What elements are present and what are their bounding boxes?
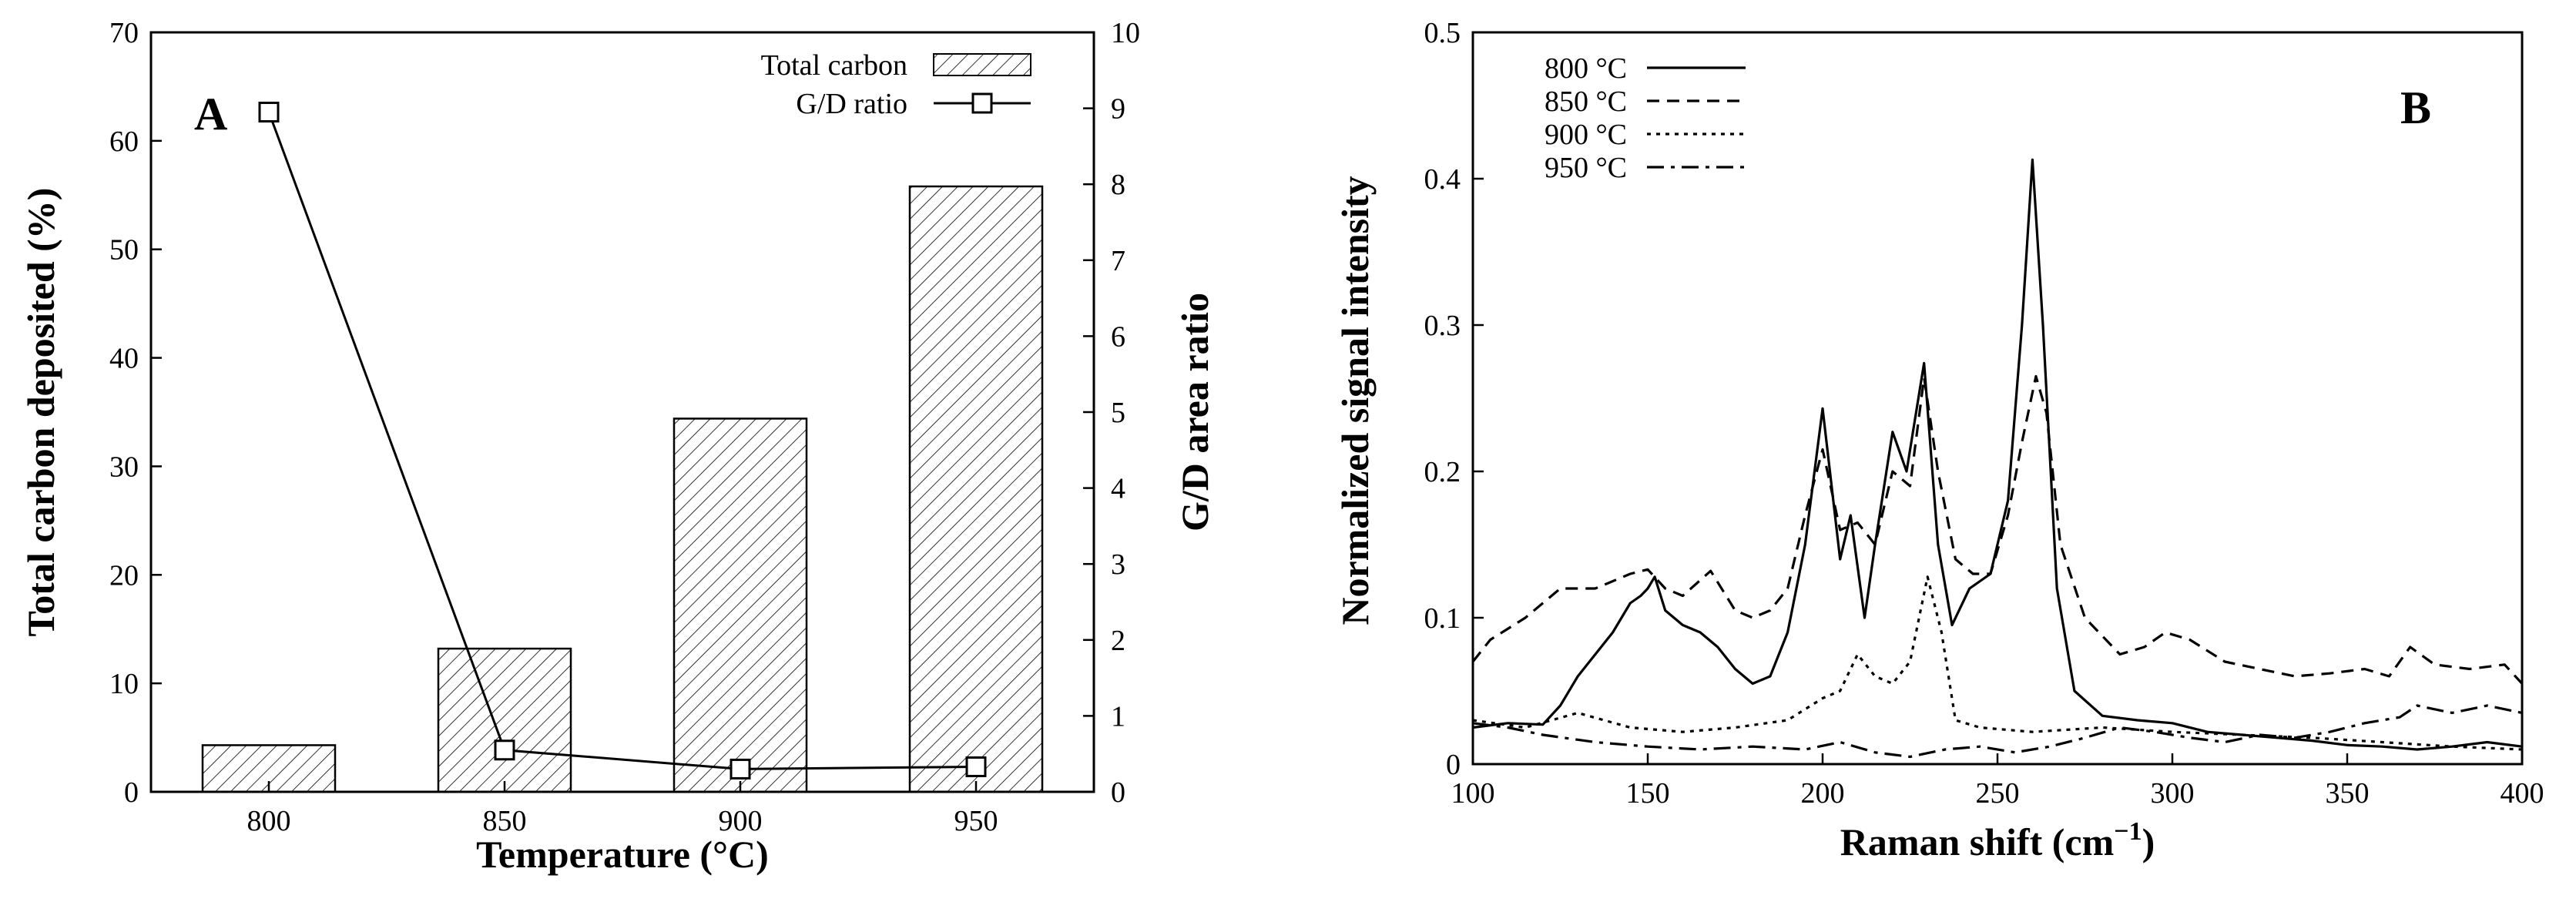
legend-label-950c: 950 °C: [1545, 152, 1627, 184]
y2-tick-label-a: 2: [1111, 625, 1125, 657]
panel-label-b: B: [2400, 82, 2431, 133]
chart-b-frame: [1471, 31, 2524, 766]
y-tick-label-a: 10: [109, 668, 139, 700]
point-gd-ratio-900: [730, 758, 751, 780]
y-tick-label-b: 0.1: [1424, 602, 1461, 635]
x-tick-label-b: 200: [1801, 777, 1845, 810]
x-tick-label-a: 900: [719, 805, 763, 837]
x-tick-label-b: 100: [1451, 777, 1495, 810]
series-line-900c: [1472, 575, 2523, 751]
legend-label-850c: 850 °C: [1545, 86, 1627, 118]
x-axis-label-b-sup: −1: [2114, 817, 2142, 846]
x-tick-label-b: 350: [2326, 777, 2370, 810]
legend-label-800c: 800 °C: [1545, 52, 1627, 85]
x-axis-label-b-end: ): [2142, 820, 2155, 863]
y-axis-label-b: Normalized signal intensity: [1333, 176, 1377, 625]
legend-marker-gd-ratio: [971, 92, 993, 114]
legend-label-total-carbon: Total carbon: [761, 49, 907, 82]
y-tick-label-a: 0: [124, 776, 139, 809]
y2-tick-label-a: 1: [1111, 700, 1125, 733]
bar-total-carbon-900: [673, 417, 808, 793]
x-tick-label-b: 250: [1976, 777, 2020, 810]
point-gd-ratio-800: [258, 102, 280, 123]
x-tick-label-b: 300: [2151, 777, 2195, 810]
y2-tick-label-a: 7: [1111, 245, 1125, 277]
x-tick-label-a: 950: [954, 805, 998, 837]
bar-total-carbon-950: [908, 185, 1044, 793]
y-tick-label-a: 50: [109, 234, 139, 267]
series-line-850c: [1471, 374, 2524, 685]
series-line-800c: [1472, 158, 2523, 751]
y2-tick-label-a: 0: [1111, 776, 1125, 809]
y-tick-label-b: 0.5: [1424, 17, 1461, 49]
legend-label-gd-ratio: G/D ratio: [796, 88, 907, 120]
series-line-950c: [1472, 704, 2523, 759]
bar-series-total-carbon: [201, 185, 1044, 793]
y-tick-label-a: 70: [109, 17, 139, 49]
legend-a: Total carbon G/D ratio: [761, 49, 1031, 120]
x-axis-label-b-main: Raman shift (cm: [1840, 820, 2115, 863]
point-gd-ratio-950: [965, 756, 987, 777]
chart-a-ticks: 0 10 20 30 40 50 60 70 0 1 2 3 4 5 6 7 8 9 10 800 850 900 950: [109, 17, 1140, 837]
y-tick-label-b: 0.4: [1424, 163, 1461, 196]
chart-b-series: [1471, 158, 2524, 759]
y-tick-label-a: 60: [109, 126, 139, 158]
panel-label-a: A: [194, 89, 227, 139]
line-gd-ratio: [267, 112, 977, 770]
y-tick-label-a: 20: [109, 559, 139, 592]
x-tick-label-a: 800: [247, 805, 291, 837]
y2-tick-label-a: 6: [1111, 320, 1125, 353]
y2-tick-label-a: 3: [1111, 548, 1125, 581]
x-axis-label-a: Temperature (°C): [476, 833, 769, 876]
y2-tick-label-a: 5: [1111, 397, 1125, 429]
y2-tick-label-a: 10: [1111, 17, 1140, 49]
x-axis-label-b: Raman shift (cm−1): [1840, 817, 2155, 863]
y-tick-label-a: 40: [109, 343, 139, 375]
x-tick-label-a: 850: [483, 805, 527, 837]
legend-label-900c: 900 °C: [1545, 119, 1627, 151]
point-gd-ratio-850: [494, 739, 515, 761]
y-tick-label-b: 0: [1446, 749, 1461, 781]
chart-b-ticks: 100 150 200 250 300 350 400 0 0.1 0.2 0.3 0.4 0.5: [1424, 17, 2544, 810]
y2-tick-label-a: 4: [1111, 473, 1125, 505]
legend-swatch-total-carbon: [933, 53, 1031, 76]
line-series-gd-ratio: [258, 102, 987, 780]
y-tick-label-a: 30: [109, 451, 139, 483]
x-tick-label-b: 400: [2501, 777, 2544, 810]
y-tick-label-b: 0.3: [1424, 310, 1461, 342]
y2-tick-label-a: 9: [1111, 93, 1125, 126]
y-axis-label-a: Total carbon deposited (%): [19, 188, 62, 637]
y2-axis-label-a: G/D area ratio: [1173, 293, 1216, 531]
y2-tick-label-a: 8: [1111, 169, 1125, 201]
x-tick-label-b: 150: [1626, 777, 1670, 810]
y-tick-label-b: 0.2: [1424, 456, 1461, 488]
bar-total-carbon-850: [437, 647, 572, 793]
